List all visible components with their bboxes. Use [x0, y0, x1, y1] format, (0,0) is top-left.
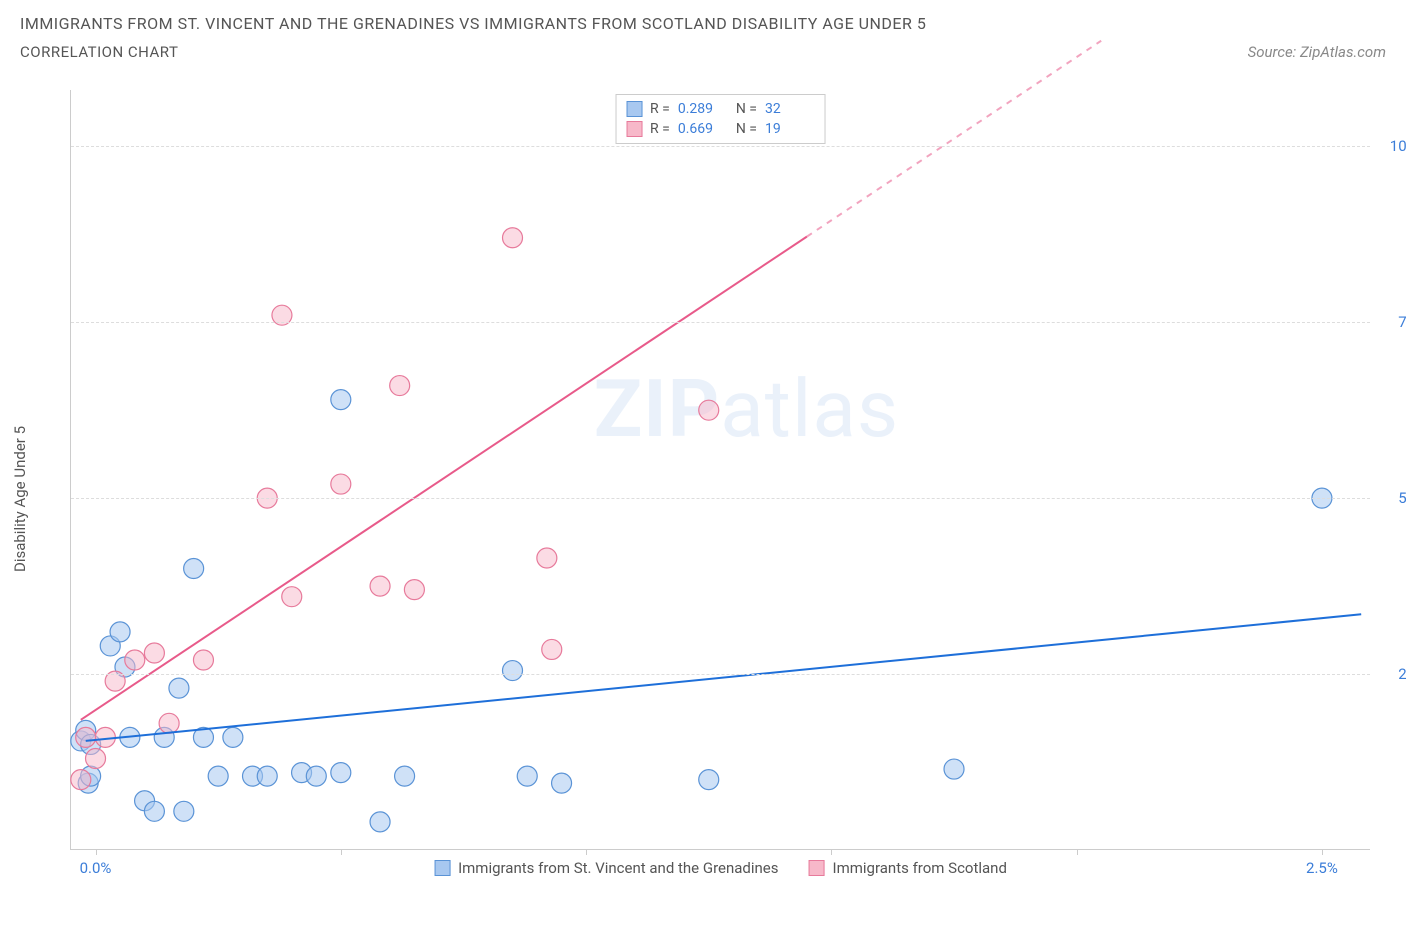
data-point: [517, 766, 537, 786]
legend-bottom: Immigrants from St. Vincent and the Gren…: [434, 859, 1007, 877]
x-tick: [1077, 849, 1078, 855]
data-point: [699, 400, 719, 420]
data-point: [537, 548, 557, 568]
data-point: [542, 639, 562, 659]
y-tick-label: 7.5%: [1375, 313, 1406, 331]
data-point: [331, 763, 351, 783]
grid-line: [71, 322, 1370, 323]
legend-item: Immigrants from Scotland: [809, 859, 1007, 877]
legend-stat-row: R = 0.669 N = 19: [626, 119, 815, 139]
legend-n-value: 32: [765, 101, 815, 117]
data-point: [223, 727, 243, 747]
data-point: [174, 801, 194, 821]
legend-n-label: N =: [736, 101, 757, 117]
data-point: [331, 390, 351, 410]
grid-line: [71, 674, 1370, 675]
legend-item: Immigrants from St. Vincent and the Gren…: [434, 859, 778, 877]
chart-title-line1: IMMIGRANTS FROM ST. VINCENT AND THE GREN…: [20, 14, 1386, 33]
chart-title-line2: CORRELATION CHART: [20, 43, 178, 61]
trend-line: [86, 614, 1361, 741]
legend-r-label: R =: [650, 121, 670, 137]
legend-r-value: 0.289: [678, 101, 728, 117]
grid-line: [71, 146, 1370, 147]
data-point: [699, 770, 719, 790]
data-point: [86, 749, 106, 769]
data-point: [503, 661, 523, 681]
data-point: [110, 622, 130, 642]
trend-line: [81, 237, 807, 720]
data-point: [395, 766, 415, 786]
data-point: [331, 474, 351, 494]
source-label: Source: ZipAtlas.com: [1248, 43, 1386, 61]
legend-swatch: [809, 860, 825, 876]
data-point: [144, 643, 164, 663]
y-axis-label: Disability Age Under 5: [11, 426, 29, 572]
legend-stats-box: R = 0.289 N = 32 R = 0.669 N = 19: [615, 94, 826, 144]
title-row-2: CORRELATION CHART Source: ZipAtlas.com: [20, 43, 1386, 61]
legend-stat-row: R = 0.289 N = 32: [626, 99, 815, 119]
legend-r-label: R =: [650, 101, 670, 117]
y-tick-label: 5.0%: [1375, 489, 1406, 507]
data-point: [193, 650, 213, 670]
grid-line: [71, 498, 1370, 499]
scatter-plot-svg: [71, 90, 1370, 849]
data-point: [257, 766, 277, 786]
data-point: [144, 801, 164, 821]
legend-swatch: [626, 101, 642, 117]
data-point: [370, 812, 390, 832]
y-tick-label: 10.0%: [1375, 137, 1406, 155]
data-point: [169, 678, 189, 698]
data-point: [306, 766, 326, 786]
y-tick-label: 2.5%: [1375, 665, 1406, 683]
data-point: [370, 576, 390, 596]
x-tick: [341, 849, 342, 855]
data-point: [71, 770, 91, 790]
data-point: [159, 713, 179, 733]
legend-swatch: [434, 860, 450, 876]
trend-line-dashed: [807, 41, 1101, 237]
legend-label: Immigrants from Scotland: [833, 859, 1007, 877]
data-point: [125, 650, 145, 670]
data-point: [404, 580, 424, 600]
data-point: [390, 376, 410, 396]
data-point: [282, 587, 302, 607]
chart-container: Disability Age Under 5 ZIPatlas R =0.289…: [50, 90, 1390, 890]
legend-label: Immigrants from St. Vincent and the Gren…: [458, 859, 778, 877]
data-point: [208, 766, 228, 786]
data-point: [552, 773, 572, 793]
data-point: [503, 228, 523, 248]
legend-swatch: [626, 121, 642, 137]
title-area: IMMIGRANTS FROM ST. VINCENT AND THE GREN…: [0, 0, 1406, 69]
legend-n-value: 19: [765, 121, 815, 137]
x-tick: [586, 849, 587, 855]
data-point: [76, 727, 96, 747]
legend-r-value: 0.669: [678, 121, 728, 137]
x-tick: [96, 849, 97, 855]
plot-area: ZIPatlas R =0.289N =32R =0.669N =19 Immi…: [70, 90, 1370, 850]
x-tick-label: 2.5%: [1306, 859, 1338, 877]
x-tick: [831, 849, 832, 855]
data-point: [184, 559, 204, 579]
x-tick: [1322, 849, 1323, 855]
legend-n-label: N =: [736, 121, 757, 137]
x-tick-label: 0.0%: [80, 859, 112, 877]
data-point: [944, 759, 964, 779]
